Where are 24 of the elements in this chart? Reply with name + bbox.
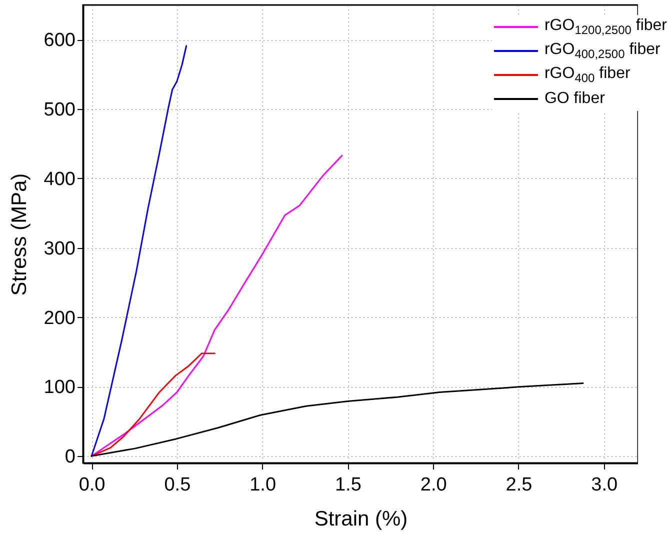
y-tick-label: 400: [44, 168, 76, 190]
x-tick-label: 0.5: [164, 474, 191, 496]
y-tick-label: 500: [44, 100, 76, 121]
x-axis-title: Strain (%): [314, 508, 408, 530]
y-axis-title: Stress (MPa): [8, 173, 31, 296]
line-series: [90, 352, 216, 457]
x-tick-label: 2.5: [506, 474, 532, 496]
line-series: [90, 382, 584, 457]
y-tick-label: 600: [44, 30, 76, 52]
x-tick-label: 2.0: [420, 474, 447, 496]
y-tick-label: 200: [44, 308, 76, 329]
line-series: [90, 45, 188, 457]
y-tick-label: 100: [44, 377, 76, 398]
legend-label: GO fiber: [544, 90, 605, 108]
y-tick-label: 0: [64, 446, 76, 468]
x-tick-label: 1.5: [334, 474, 362, 496]
legend-label: rGO$_{400}$ fiber: [544, 64, 630, 86]
x-tick-label: 1.0: [250, 474, 276, 496]
legend-label: rGO$_{400,2500}$ fiber: [544, 40, 660, 62]
line-series: [90, 154, 343, 457]
x-tick-label: 3.0: [591, 474, 618, 496]
y-tick-label: 300: [44, 238, 76, 260]
x-tick-label: 0.0: [78, 474, 106, 496]
legend-label: rGO$_{1200,2500}$ fiber: [544, 16, 667, 38]
